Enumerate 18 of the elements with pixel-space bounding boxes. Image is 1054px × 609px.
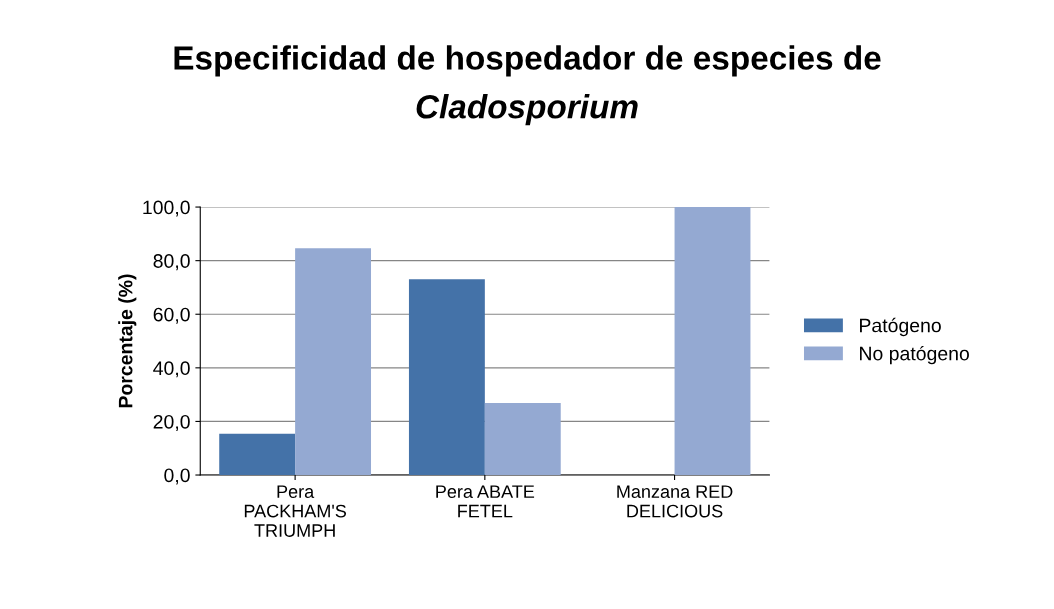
bar bbox=[408, 279, 485, 476]
y-tick-label: 20,0 bbox=[153, 414, 190, 431]
legend-label: No patógeno bbox=[860, 345, 969, 365]
bar bbox=[674, 207, 751, 476]
y-tick-label: 100,0 bbox=[143, 200, 190, 217]
y-tick-label: 40,0 bbox=[153, 361, 190, 378]
bar bbox=[484, 402, 561, 476]
y-axis-title: Porcentaje (%) bbox=[118, 274, 137, 408]
bar bbox=[295, 248, 372, 476]
legend-label: Patógeno bbox=[860, 317, 941, 337]
y-tick-label: 0,0 bbox=[164, 468, 190, 485]
x-tick-label: Pera ABATE FETEL bbox=[436, 485, 535, 518]
chart-title: Especificidad de hospedador de especies de Cladosporium bbox=[174, 45, 881, 126]
x-tick-label: Manzana RED DELICIOUS bbox=[617, 485, 733, 518]
y-tick-label: 60,0 bbox=[153, 307, 190, 324]
x-tick-label: Pera PACKHAM'S TRIUMPH bbox=[244, 485, 347, 537]
y-tick-label: 80,0 bbox=[153, 254, 190, 271]
bar bbox=[219, 433, 296, 476]
